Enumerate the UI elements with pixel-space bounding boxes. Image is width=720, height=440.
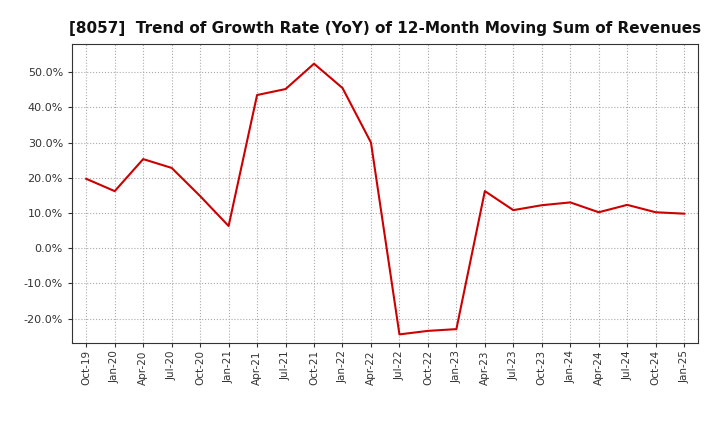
Title: [8057]  Trend of Growth Rate (YoY) of 12-Month Moving Sum of Revenues: [8057] Trend of Growth Rate (YoY) of 12-… — [69, 21, 701, 36]
